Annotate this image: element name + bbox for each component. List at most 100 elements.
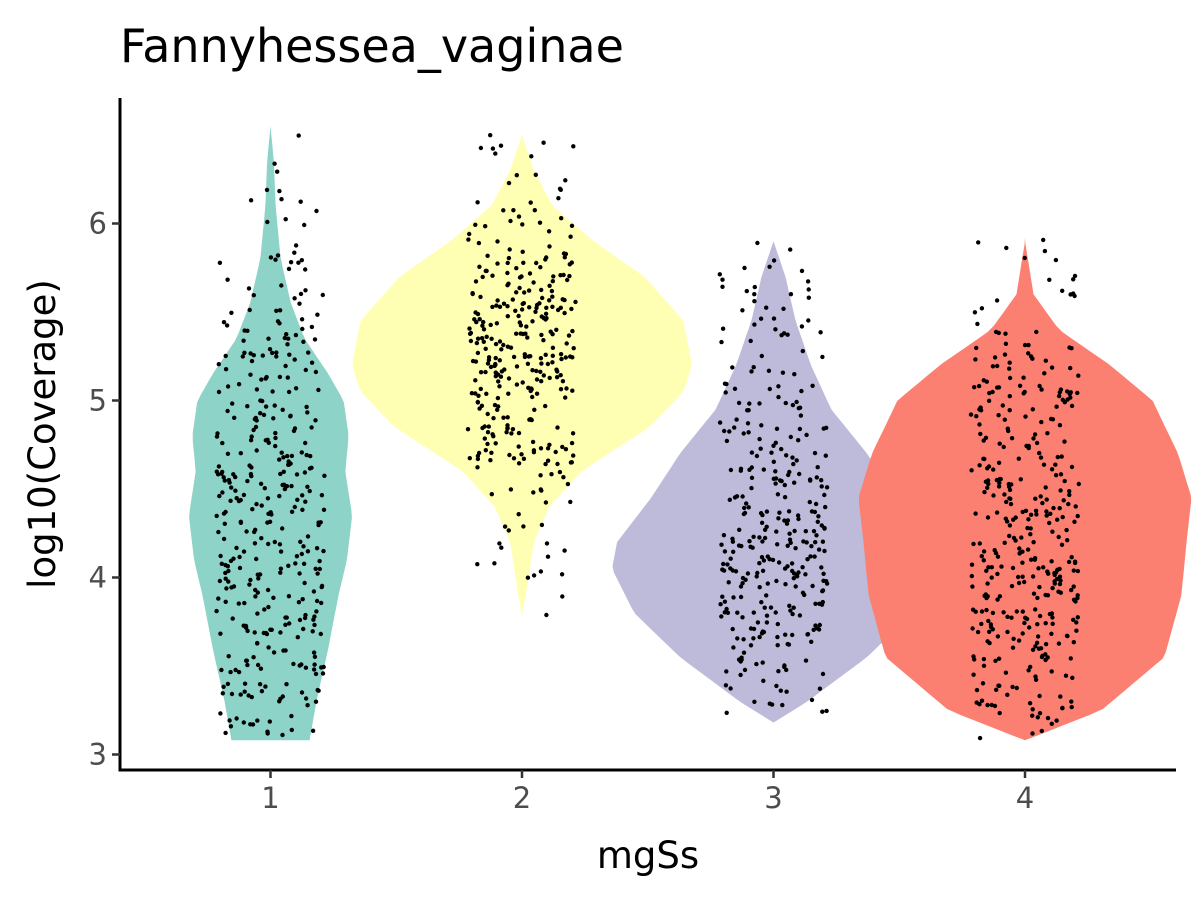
data-point [751,626,757,632]
data-point [812,450,818,456]
data-point [777,510,782,515]
data-point [311,617,316,622]
data-point [521,456,527,461]
data-point [1074,628,1079,633]
data-point [764,620,770,625]
data-point [1060,288,1065,293]
data-point [1020,631,1025,636]
data-point [752,322,757,327]
data-point [1044,513,1049,518]
data-point [554,327,559,332]
data-point [997,683,1002,688]
data-point [293,386,299,391]
data-point [489,450,494,455]
data-point [246,693,251,698]
data-point [814,475,819,480]
data-point [1007,366,1012,371]
data-point [1030,574,1036,579]
data-point [230,616,235,621]
data-point [518,323,524,328]
data-point [505,304,510,309]
data-point [286,266,292,272]
data-point [819,478,824,483]
data-point [480,425,485,431]
data-point [538,473,543,478]
data-point [787,531,792,536]
data-point [223,367,229,372]
data-point [315,312,320,317]
data-point [754,574,759,579]
data-point [1002,540,1007,545]
data-point [979,609,985,614]
data-point [1075,615,1081,620]
data-point [229,310,234,315]
data-point [747,539,752,544]
data-point [505,270,510,276]
data-point [1071,568,1077,573]
data-point [279,197,284,202]
data-point [1058,694,1063,699]
data-point [312,622,317,628]
data-point [1069,403,1075,409]
data-point [799,268,805,274]
data-point [759,520,765,525]
data-point [976,383,982,389]
data-point [570,431,576,436]
data-point [316,520,321,525]
data-point [1007,360,1012,365]
data-point [771,258,777,263]
data-point [281,482,287,487]
data-point [550,279,555,284]
data-point [1058,488,1063,493]
data-point [782,518,787,523]
data-point [1037,613,1043,619]
data-point [733,569,739,574]
data-point [543,257,548,262]
data-point [979,554,984,559]
data-point [995,363,1000,369]
data-point [560,594,565,599]
data-point [483,369,488,375]
data-point [731,549,736,554]
data-point [313,671,319,677]
data-point [554,375,560,380]
data-point [289,453,295,459]
data-point [779,446,784,452]
data-point [539,314,544,319]
data-point [1030,707,1035,712]
data-point [990,610,996,616]
data-point [727,429,732,434]
data-point [720,326,726,331]
data-point [771,476,776,481]
data-point [721,561,726,567]
data-point [801,539,806,544]
data-point [223,562,228,568]
data-point [1066,501,1071,507]
data-point [985,478,991,483]
data-point [1008,496,1013,501]
data-point [309,425,314,430]
data-point [732,495,738,500]
data-point [317,566,322,572]
data-point [476,393,481,398]
data-point [506,255,512,261]
data-point [310,728,316,733]
x-tick-label: 2 [513,781,531,815]
data-point [299,551,304,557]
data-point [752,292,757,297]
data-point [740,308,745,313]
data-point [1071,640,1077,645]
data-point [307,488,312,494]
data-point [468,330,474,336]
data-point [531,280,536,285]
data-point [984,607,989,613]
data-point [217,260,223,265]
data-point [265,219,270,225]
data-point [280,526,285,531]
data-point [1038,494,1043,499]
data-point [514,266,519,271]
data-point [1030,647,1036,652]
data-point [252,541,258,546]
data-point [524,324,529,329]
data-point [815,465,820,470]
